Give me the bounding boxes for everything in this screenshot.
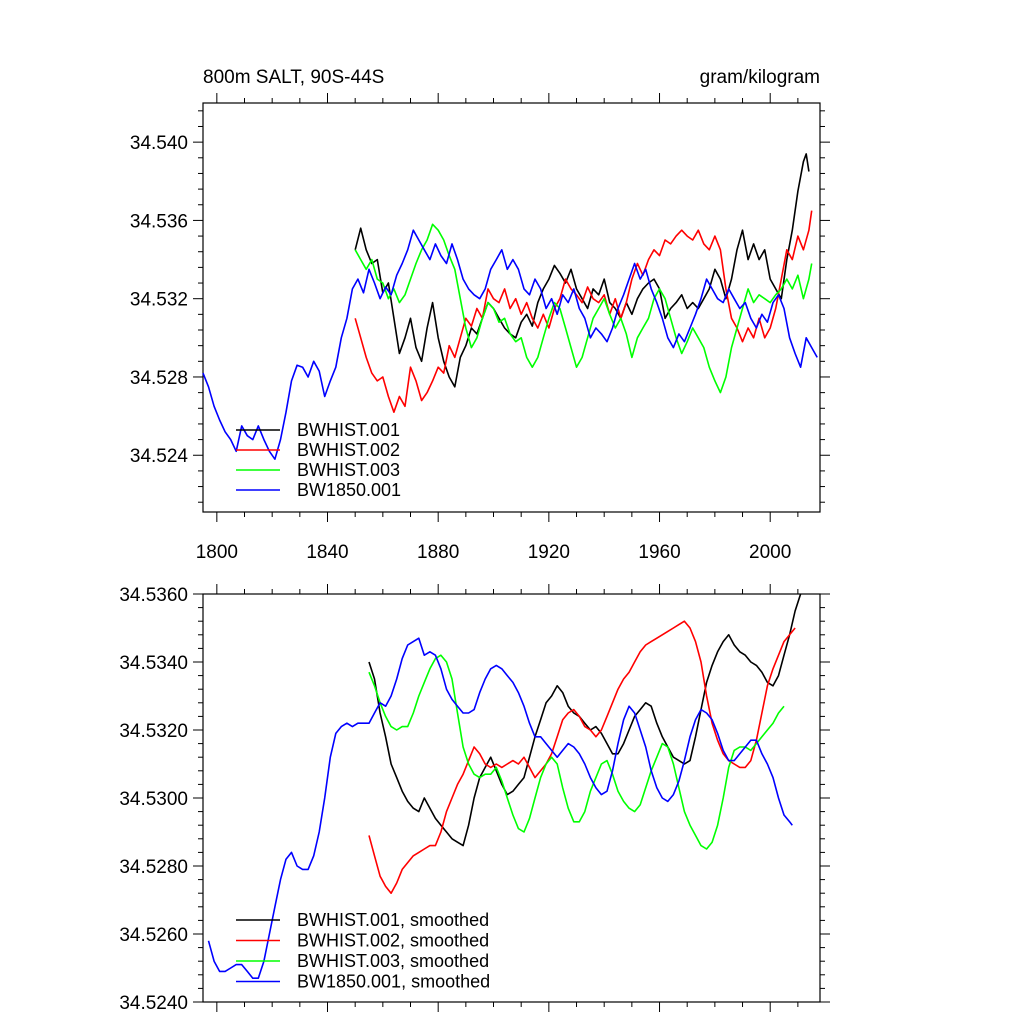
- plot-frame: [202, 593, 821, 1003]
- top-panel-title: 800m SALT, 90S-44S: [203, 67, 384, 88]
- series-line-bwhist-003-smoothed: [368, 654, 785, 850]
- x-tick-label: 2000: [749, 542, 791, 563]
- y-tick-label: 34.5360: [119, 585, 188, 606]
- legend-label: BWHIST.001, smoothed: [297, 910, 489, 930]
- y-tick-label: 34.528: [130, 368, 188, 389]
- series-line-bwhist-001-smoothed: [368, 593, 802, 847]
- x-tick-label: 1960: [638, 542, 680, 563]
- y-tick-label: 34.540: [130, 133, 188, 154]
- bottom-panel-axes: 34.5240 34.5260 34.5280 34.5300 34.5320 34.53…: [119, 584, 830, 1014]
- top-panel-axes: 1800 1840 1880 1920 1960 2000 34.524 34.528 34.5…: [130, 93, 830, 563]
- legend-label: BWHIST.002: [297, 440, 400, 460]
- legend-label: BWHIST.001: [297, 420, 400, 440]
- y-tick-label: 34.5320: [119, 721, 188, 742]
- bottom-panel-series: [207, 593, 802, 979]
- legend-label: BWHIST.003, smoothed: [297, 951, 489, 971]
- bottom-panel: 34.5240 34.5260 34.5280 34.5300 34.5320 34.53…: [119, 584, 830, 1014]
- series-line-bwhist-003: [354, 223, 813, 394]
- x-tick-label: 1920: [528, 542, 570, 563]
- top-panel-units: gram/kilogram: [700, 67, 820, 88]
- y-tick-label: 34.532: [130, 290, 188, 311]
- y-tick-label: 34.536: [130, 211, 188, 232]
- top-panel-series: [202, 153, 818, 460]
- plot-frame: [202, 102, 821, 513]
- legend-label: BWHIST.002, smoothed: [297, 931, 489, 951]
- x-tick-label: 1840: [306, 542, 348, 563]
- y-tick-label: 34.5300: [119, 789, 188, 810]
- legend-label: BWHIST.003: [297, 460, 400, 480]
- y-tick-label: 34.524: [130, 446, 189, 467]
- y-tick-label: 34.5240: [119, 993, 188, 1014]
- series-line-bw1850-001: [202, 229, 818, 460]
- y-tick-label: 34.5280: [119, 857, 188, 878]
- legend-label: BW1850.001, smoothed: [297, 972, 490, 992]
- y-tick-label: 34.5260: [119, 925, 188, 946]
- series-line-bw1850-001-smoothed: [207, 637, 793, 979]
- x-tick-label: 1800: [196, 542, 238, 563]
- series-line-bwhist-002: [354, 210, 813, 413]
- series-line-bwhist-001: [354, 153, 810, 388]
- legend-label: BW1850.001: [297, 480, 401, 500]
- x-tick-label: 1880: [417, 542, 459, 563]
- series-line-bwhist-002-smoothed: [368, 620, 796, 894]
- top-panel: 800m SALT, 90S-44S gram/kilogram 1800 184…: [130, 67, 830, 563]
- y-tick-label: 34.5340: [119, 653, 188, 674]
